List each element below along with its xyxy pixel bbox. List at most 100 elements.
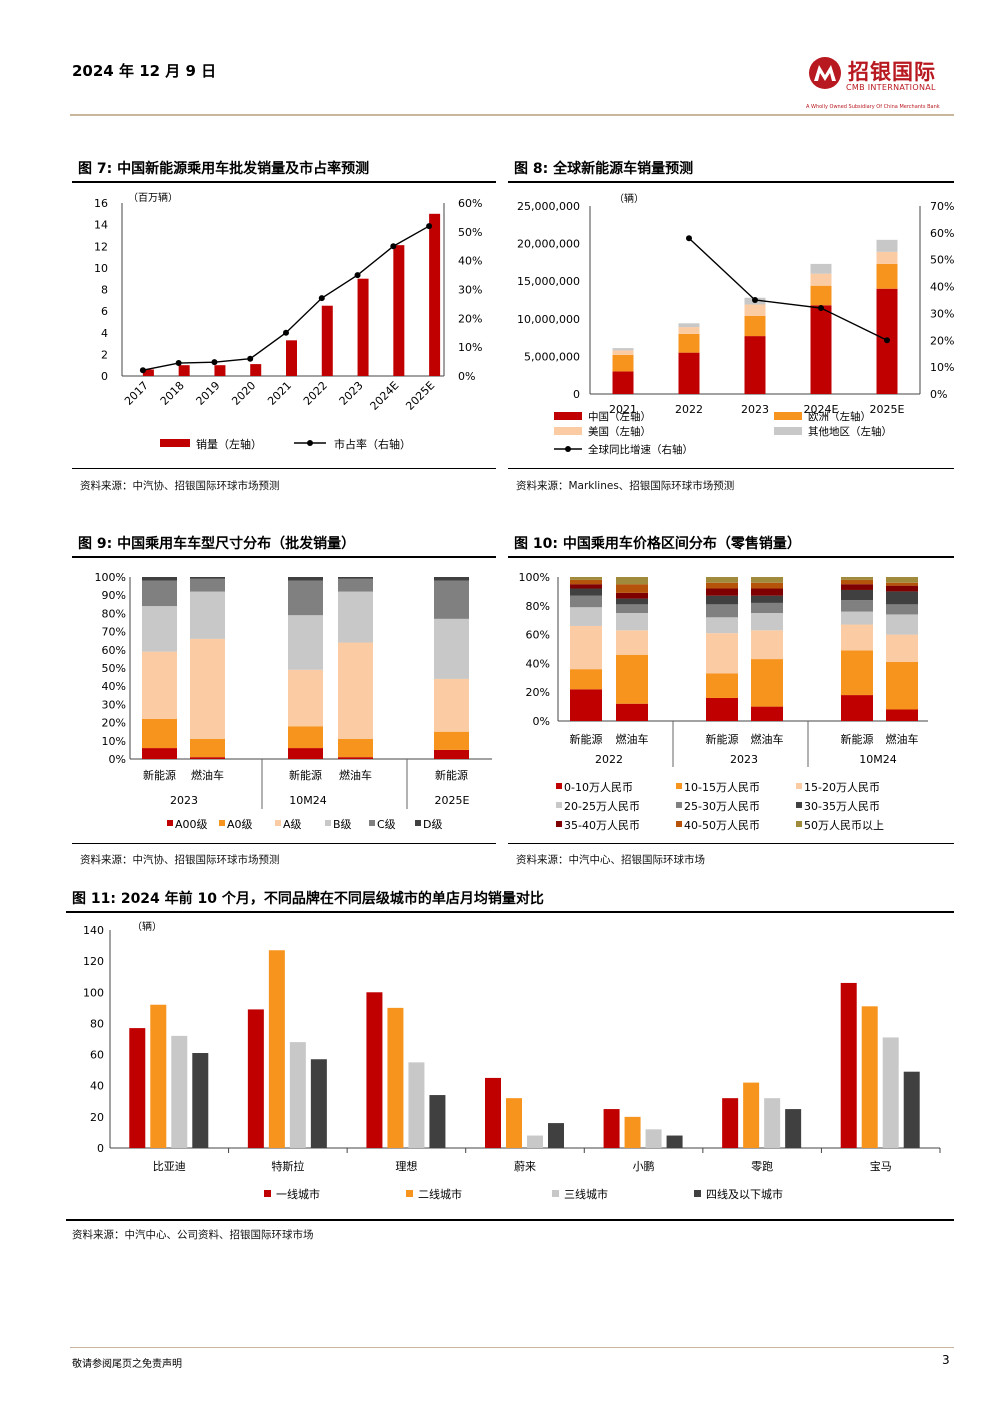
fig10-legend-label: 10-15万人民币 [684,781,760,794]
fig7-xtick: 2019 [194,379,223,408]
fig9-bar-segment [288,577,323,581]
fig7-ytick-left: 6 [101,305,108,318]
fig8-ytick-right: 30% [930,307,954,320]
fig8-ytick-left: 15,000,000 [517,275,580,288]
fig8-bar-segment [810,263,832,274]
fig10-bar-segment [570,607,602,626]
fig10-group-label: 2022 [595,753,623,766]
fig8-ytick-right: 10% [930,361,954,374]
fig8-source: 资料来源：Marklines、招银国际环球市场预测 [516,480,735,492]
fig8-bar-segment [612,371,634,394]
fig8-xtick: 2021 [609,403,637,416]
fig10-bar-segment [751,588,783,596]
fig9-bar-segment [142,606,177,652]
fig10-bar-segment [841,600,873,612]
fig8-legend-swatch [554,427,582,435]
fig8-xtick: 2025E [870,403,905,416]
fig11-bar [722,1098,739,1148]
fig10-bar-segment [886,585,918,592]
fig8-bar-segment [744,304,766,316]
fig7-line-point [354,272,361,279]
fig10-legend-swatch [676,802,682,808]
fig10-legend-swatch [556,783,562,789]
fig9-legend-swatch [415,820,421,826]
fig7-bar [429,213,441,376]
fig9-bar-segment [288,726,323,749]
fig9-bar-segment [338,757,373,759]
fig10-bar-segment [706,588,738,596]
fig10-bar-segment [886,591,918,605]
fig10-xtick: 新能源 [841,732,874,746]
fig9-bar-segment [288,748,323,759]
fig8-bar-segment [678,352,700,394]
header-rule [70,114,954,116]
fig9-ytick: 30% [102,698,126,711]
fig10-legend-swatch [796,802,802,808]
fig10-legend-label: 0-10万人民币 [564,781,633,794]
cmb-logo-icon [809,57,841,89]
fig7-line-point [247,355,254,362]
fig7-bar [178,365,190,376]
page-number: 3 [942,1353,950,1367]
fig10-bar-segment [570,595,602,608]
fig11-legend-swatch [694,1190,701,1197]
fig8-bar-segment [612,350,634,355]
fig7-ytick-right: 30% [458,284,482,297]
fig7-line-point [283,329,289,336]
fig9-legend-label: A0级 [227,818,253,831]
fig11-bar [882,1037,899,1148]
report-date: 2024 年 12 月 9 日 [72,62,217,80]
fig11-bar [387,1007,404,1148]
fig11-bar [192,1053,209,1148]
fig8-legend-swatch [774,427,802,435]
fig11-bar [506,1098,522,1148]
fig7-xtick: 2020 [229,379,258,408]
fig10-bar-segment [616,598,648,605]
fig11-source: 资料来源：中汽中心、公司资料、招银国际环球市场 [72,1229,314,1241]
fig9-ytick: 0% [109,753,126,766]
fig10-bar-segment [751,582,783,589]
fig9-bar-segment [142,580,177,607]
fig9-bottom-rule [72,843,496,844]
fig10-ytick: 20% [526,686,550,699]
fig8-ytick-right: 70% [930,200,954,213]
fig11-xtick: 特斯拉 [271,1159,304,1173]
fig9-bar-segment [142,577,177,581]
fig8-xtick: 2022 [675,403,703,416]
fig9-bar-segment [288,669,323,727]
fig10-chart: 0%20%40%60%80%100%新能源 燃油车 新能源 燃油车 新能源 燃油车2022… [519,571,928,832]
fig7-title-rule [72,181,496,183]
fig10-legend-swatch [676,783,682,789]
fig8-bar-segment [678,333,700,353]
fig11-legend-swatch [406,1190,413,1197]
fig10-title-rule [508,556,954,558]
fig8-line-point [884,337,890,344]
logo-en: CMB INTERNATIONAL [846,83,936,92]
fig11-bar [268,950,285,1148]
fig8-ytick-left: 10,000,000 [517,313,580,326]
fig8-ytick-right: 50% [930,254,954,267]
fig7-ytick-right: 50% [458,226,482,239]
fig7-line-point [211,359,218,366]
fig7-ytick-left: 16 [94,197,108,210]
fig10-group-label: 2023 [730,753,758,766]
fig9-bar-segment [142,748,177,759]
fig10-legend-label: 25-30万人民币 [684,800,760,813]
fig7-ytick-right: 0% [458,370,475,383]
fig7-bar [142,369,154,376]
fig9-legend-label: C级 [377,818,396,831]
fig7-legend-swatch-point [307,440,313,446]
fig9-bar-segment [190,591,225,639]
fig11-xtick: 蔚来 [514,1160,536,1173]
fig7-line-point [390,243,397,250]
fig7-bar [286,340,297,376]
fig9-xtick: 新能源 [143,768,176,782]
fig10-legend-swatch [796,821,802,827]
fig7-ytick-left: 0 [101,370,108,383]
fig10-bar-segment [706,582,738,589]
fig7-line-point [175,360,182,367]
fig10-bar-segment [706,673,738,698]
fig9-ytick: 10% [102,735,126,748]
fig9-ytick: 40% [102,680,126,693]
fig7-xtick: 2023 [337,379,366,408]
